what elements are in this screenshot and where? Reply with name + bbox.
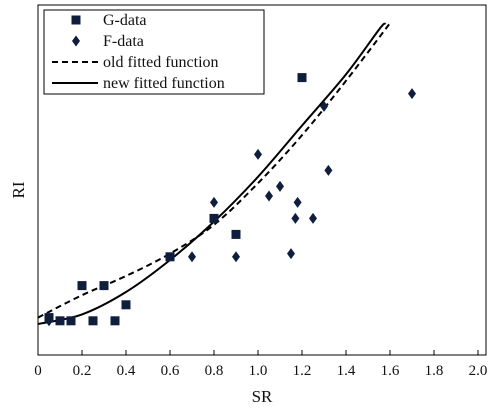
data-markers (44, 73, 416, 327)
f-data-point (45, 315, 53, 327)
x-tick-label: 1.4 (337, 363, 356, 379)
f-data-point (265, 190, 273, 202)
plot-frame (37, 4, 487, 356)
f-data-point (293, 196, 302, 208)
x-axis-tick-labels: 0 0.2 0.4 0.6 0.8 1.0 1.2 1.4 1.6 1.8 2.0 (34, 363, 487, 379)
legend-symbol-f-data (72, 35, 80, 47)
f-data-point (408, 88, 416, 100)
y-axis-label: RI (9, 181, 28, 198)
g-data-point (99, 281, 109, 291)
g-data-point (110, 316, 120, 326)
f-data-point (188, 251, 196, 263)
x-tick-label: 2.0 (469, 363, 488, 379)
x-tick-label: 1.8 (425, 363, 444, 379)
f-data-point (254, 148, 262, 160)
g-data-point (66, 316, 76, 326)
f-data-point (232, 251, 240, 263)
series-line-new-fitted-function (38, 22, 387, 325)
legend-box (43, 9, 265, 95)
x-tick-label: 0.2 (73, 363, 92, 379)
legend-label-old-fitted-function: old fitted function (103, 54, 219, 71)
x-tick-label: 0.6 (161, 363, 180, 379)
g-data-point (88, 316, 98, 326)
x-axis-label: SR (252, 387, 273, 406)
legend-symbol-g-data (71, 15, 81, 25)
f-data-point (276, 180, 284, 192)
g-data-point (165, 252, 175, 262)
x-tick-label: 1.6 (381, 363, 400, 379)
g-data-point (121, 300, 131, 310)
x-tick-label: 0.8 (205, 363, 224, 379)
f-data-point (287, 248, 295, 260)
g-data-point (231, 229, 241, 239)
f-data-point (324, 164, 333, 176)
g-data-point (297, 73, 307, 83)
x-tick-label: 0 (34, 363, 42, 379)
f-data-point (309, 212, 317, 224)
f-data-point (320, 100, 328, 112)
legend-label-f-data: F-data (103, 33, 144, 50)
f-data-point (210, 196, 218, 208)
g-data-point (209, 213, 219, 223)
x-tick-label: 0.4 (117, 363, 136, 379)
x-tick-label: 1.2 (293, 363, 312, 379)
g-data-point (55, 316, 65, 326)
g-data-point (77, 281, 87, 291)
legend-label-g-data: G-data (103, 12, 147, 29)
x-tick-label: 1.0 (249, 363, 268, 379)
legend: G-data F-data old fitted function new fitte… (43, 9, 265, 95)
f-data-point (291, 212, 300, 224)
x-axis-ticks (37, 350, 479, 355)
legend-label-new-fitted-function: new fitted function (103, 75, 225, 92)
